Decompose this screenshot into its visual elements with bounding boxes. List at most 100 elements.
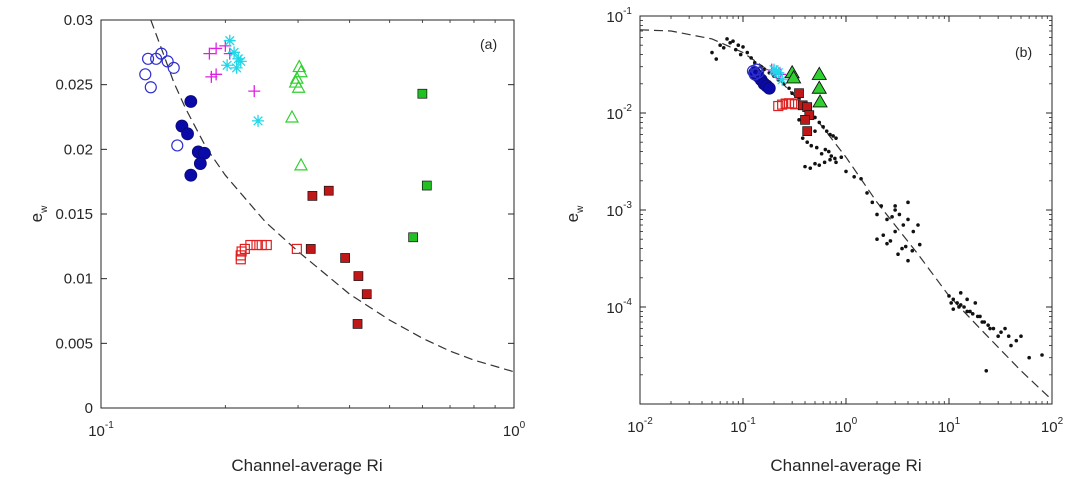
panel-a-point-asterisk (221, 59, 234, 72)
panel-b-point-dot (893, 208, 897, 212)
panel-b-point-dot (813, 129, 817, 133)
panel-b-ylabel: ew (563, 205, 586, 222)
panel-a-point-plus (248, 85, 261, 98)
panel-b-point-dot (823, 147, 828, 152)
panel-b-point-dot (897, 212, 902, 217)
panel-b-ytick-label: 10-1 (606, 6, 632, 26)
panel-b-xtick-label-exp: 1 (955, 416, 961, 427)
panel-b-xlabel: Channel-average Ri (770, 456, 921, 475)
panel-b-fit-curve (640, 29, 1052, 401)
panel-b-point-dot (893, 229, 897, 234)
panel-a-xtick-label-exp: -1 (105, 420, 114, 431)
panel-b-point-dot (821, 125, 825, 129)
panel-b-point-circle-filled (762, 81, 776, 95)
panel-a-point-circle-filled (184, 95, 198, 108)
panel-a-point-circle-open (167, 61, 180, 74)
panel-b-point-dot (951, 297, 956, 302)
panel-a-point-asterisk (223, 34, 236, 47)
panel-b-point-triangle-filled (811, 66, 828, 80)
panel-b-point-square-filled (794, 88, 804, 99)
panel-b-point-dot (824, 129, 829, 133)
panel-b-point-dot (958, 291, 963, 295)
panel-a-ylabel-main: e (27, 213, 46, 222)
panel-b-plot-area (639, 15, 1053, 405)
panel-b-ytick-label-exp: -3 (623, 200, 632, 211)
panel-b-point-dot (911, 229, 916, 234)
panel-a-fit-curve (150, 20, 514, 373)
panel-b-point-dot (996, 334, 1000, 338)
panel-a-point-square-open (245, 239, 256, 251)
panel-b-point-dot (817, 120, 822, 125)
panel-b-point-triangle-filled (812, 94, 828, 108)
panel-b-point-dot (1014, 338, 1019, 343)
panel-a-point-square-filled (353, 271, 364, 281)
panel-a-point-triangle-open (289, 70, 304, 84)
panel-b-point-dot (1003, 326, 1007, 331)
panel-a-xtick-label: 100 (503, 420, 526, 440)
panel-a-point-plus (205, 70, 218, 83)
panel-a-point-plus (203, 47, 216, 60)
panel-b-point-dot (906, 258, 910, 263)
panel-b-point-square-open (787, 98, 798, 109)
panel-b-point-dot (817, 163, 822, 167)
panel-a-point-circle-open (144, 81, 157, 94)
panel-b-ylabel-sub: w (575, 205, 586, 214)
panel-b-point-square-open (773, 100, 784, 112)
panel-b-point-dot (951, 307, 956, 311)
panel-b-point-dot (787, 86, 791, 91)
panel-b-point-dot (1040, 353, 1044, 357)
panel-b-point-dot (965, 297, 969, 302)
panel-b-point-dot (906, 200, 910, 205)
panel-a-point-circle-filled (184, 168, 198, 182)
panel-a-point-asterisk (228, 46, 241, 59)
panel-a-point-circle-open (171, 139, 184, 152)
panel-b-point-dot (833, 156, 837, 161)
panel-b-ytick-label-exp: -4 (623, 297, 632, 308)
panel-b-point-dot (829, 154, 834, 158)
panel-b-point-triangle-filled (785, 70, 802, 84)
panel-b-point-dot (916, 223, 920, 227)
panel-a-point-square-open (261, 239, 272, 251)
panel-b-point-dot (875, 212, 879, 217)
panel-b-point-dot (973, 301, 978, 305)
panel-b-xtick-label-base: 10 (730, 419, 747, 436)
panel-b: (b) Channel-average Ri ew 10-2 10-1 100 101… (563, 6, 1064, 475)
panel-a-point-triangle-open (284, 109, 299, 123)
panel-a-point-circle-open (155, 47, 168, 60)
panel-b-point-square-filled (800, 114, 810, 125)
panel-b-xtick-label-exp: -2 (644, 416, 653, 427)
panel-a-ytick-label: 0.015 (55, 206, 93, 223)
panel-b-xtick-label: 10-1 (730, 416, 756, 436)
panel-b-point-dot (875, 237, 879, 241)
panel-b-point-dot (881, 233, 886, 237)
panel-b-point-dot (986, 323, 990, 327)
panel-b-point-dot (814, 145, 819, 150)
panel-a-point-plus (210, 68, 223, 81)
panel-a-point-circle-open (141, 52, 155, 65)
panel-b-point-dot (805, 140, 809, 144)
panel-b-point-dot (828, 132, 832, 137)
panel-b-xtick-label-base: 10 (835, 419, 852, 436)
panel-a-point-square-filled (421, 180, 432, 191)
panel-a-ylabel-sub: w (39, 205, 50, 214)
panel-b-point-dot (1027, 355, 1031, 360)
panel-b-point-dot (725, 37, 729, 41)
panel-b-point-dot (970, 312, 975, 316)
panel-a-ytick-label: 0.005 (55, 335, 93, 352)
panel-b-point-dot (828, 157, 832, 162)
panel-b-point-dot (893, 204, 897, 208)
panel-a-point-square-open (236, 246, 247, 257)
panel-a-point-plus (210, 42, 223, 55)
panel-b-point-dot (917, 242, 922, 247)
panel-b-point-dot (721, 46, 726, 50)
panel-a-ytick-label: 0.03 (64, 12, 93, 29)
panel-a-xlabel: Channel-average Ri (231, 456, 382, 475)
panel-b-point-dot (844, 169, 848, 174)
panel-b-point-dot (790, 91, 794, 96)
panel-a-point-square-filled (340, 253, 350, 263)
panel-b-ytick-label-exp: -1 (623, 6, 632, 17)
panel-b-xtick-label-base: 10 (1041, 419, 1058, 436)
panel-b-point-dot (888, 239, 893, 243)
panel-b-xtick-label-base: 10 (938, 419, 955, 436)
